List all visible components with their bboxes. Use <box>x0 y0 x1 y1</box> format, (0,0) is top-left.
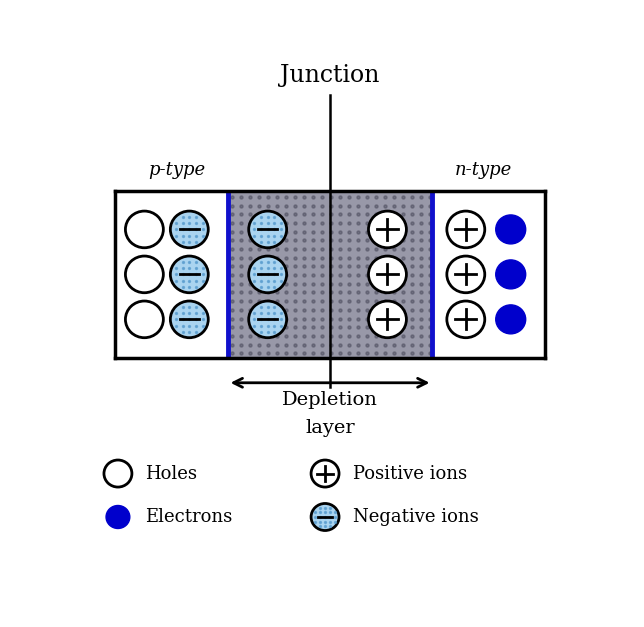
Circle shape <box>170 211 208 248</box>
Circle shape <box>496 260 526 289</box>
Circle shape <box>496 215 526 244</box>
Circle shape <box>104 460 132 487</box>
Text: Junction: Junction <box>280 65 380 87</box>
Text: Depletion: Depletion <box>282 391 378 409</box>
Circle shape <box>496 305 526 334</box>
Text: layer: layer <box>305 419 355 437</box>
Text: Electrons: Electrons <box>146 508 232 526</box>
Circle shape <box>249 256 287 293</box>
Circle shape <box>170 301 208 338</box>
Circle shape <box>447 211 485 248</box>
Circle shape <box>126 211 164 248</box>
Text: Positive ions: Positive ions <box>352 465 467 483</box>
Circle shape <box>106 505 130 529</box>
Bar <box>228 191 432 357</box>
Circle shape <box>368 301 406 338</box>
Circle shape <box>126 301 164 338</box>
Text: Holes: Holes <box>146 465 197 483</box>
Circle shape <box>311 460 339 487</box>
Text: Negative ions: Negative ions <box>352 508 478 526</box>
Circle shape <box>249 301 287 338</box>
Text: p-type: p-type <box>148 161 205 179</box>
Circle shape <box>368 256 406 293</box>
Circle shape <box>447 256 485 293</box>
Circle shape <box>170 256 208 293</box>
Circle shape <box>126 256 164 293</box>
Circle shape <box>368 211 406 248</box>
Circle shape <box>447 301 485 338</box>
Text: n-type: n-type <box>455 161 512 179</box>
Circle shape <box>311 503 339 530</box>
Circle shape <box>249 211 287 248</box>
